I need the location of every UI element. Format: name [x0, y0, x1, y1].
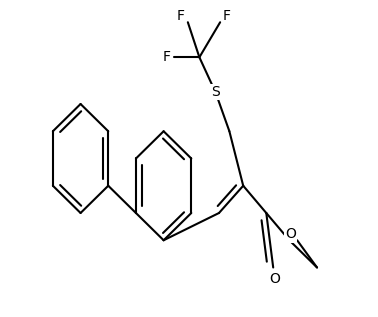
- Text: O: O: [285, 227, 296, 242]
- Text: O: O: [269, 272, 280, 286]
- Text: F: F: [177, 10, 185, 23]
- Text: S: S: [211, 85, 220, 99]
- Text: F: F: [163, 50, 171, 64]
- Text: F: F: [223, 10, 231, 23]
